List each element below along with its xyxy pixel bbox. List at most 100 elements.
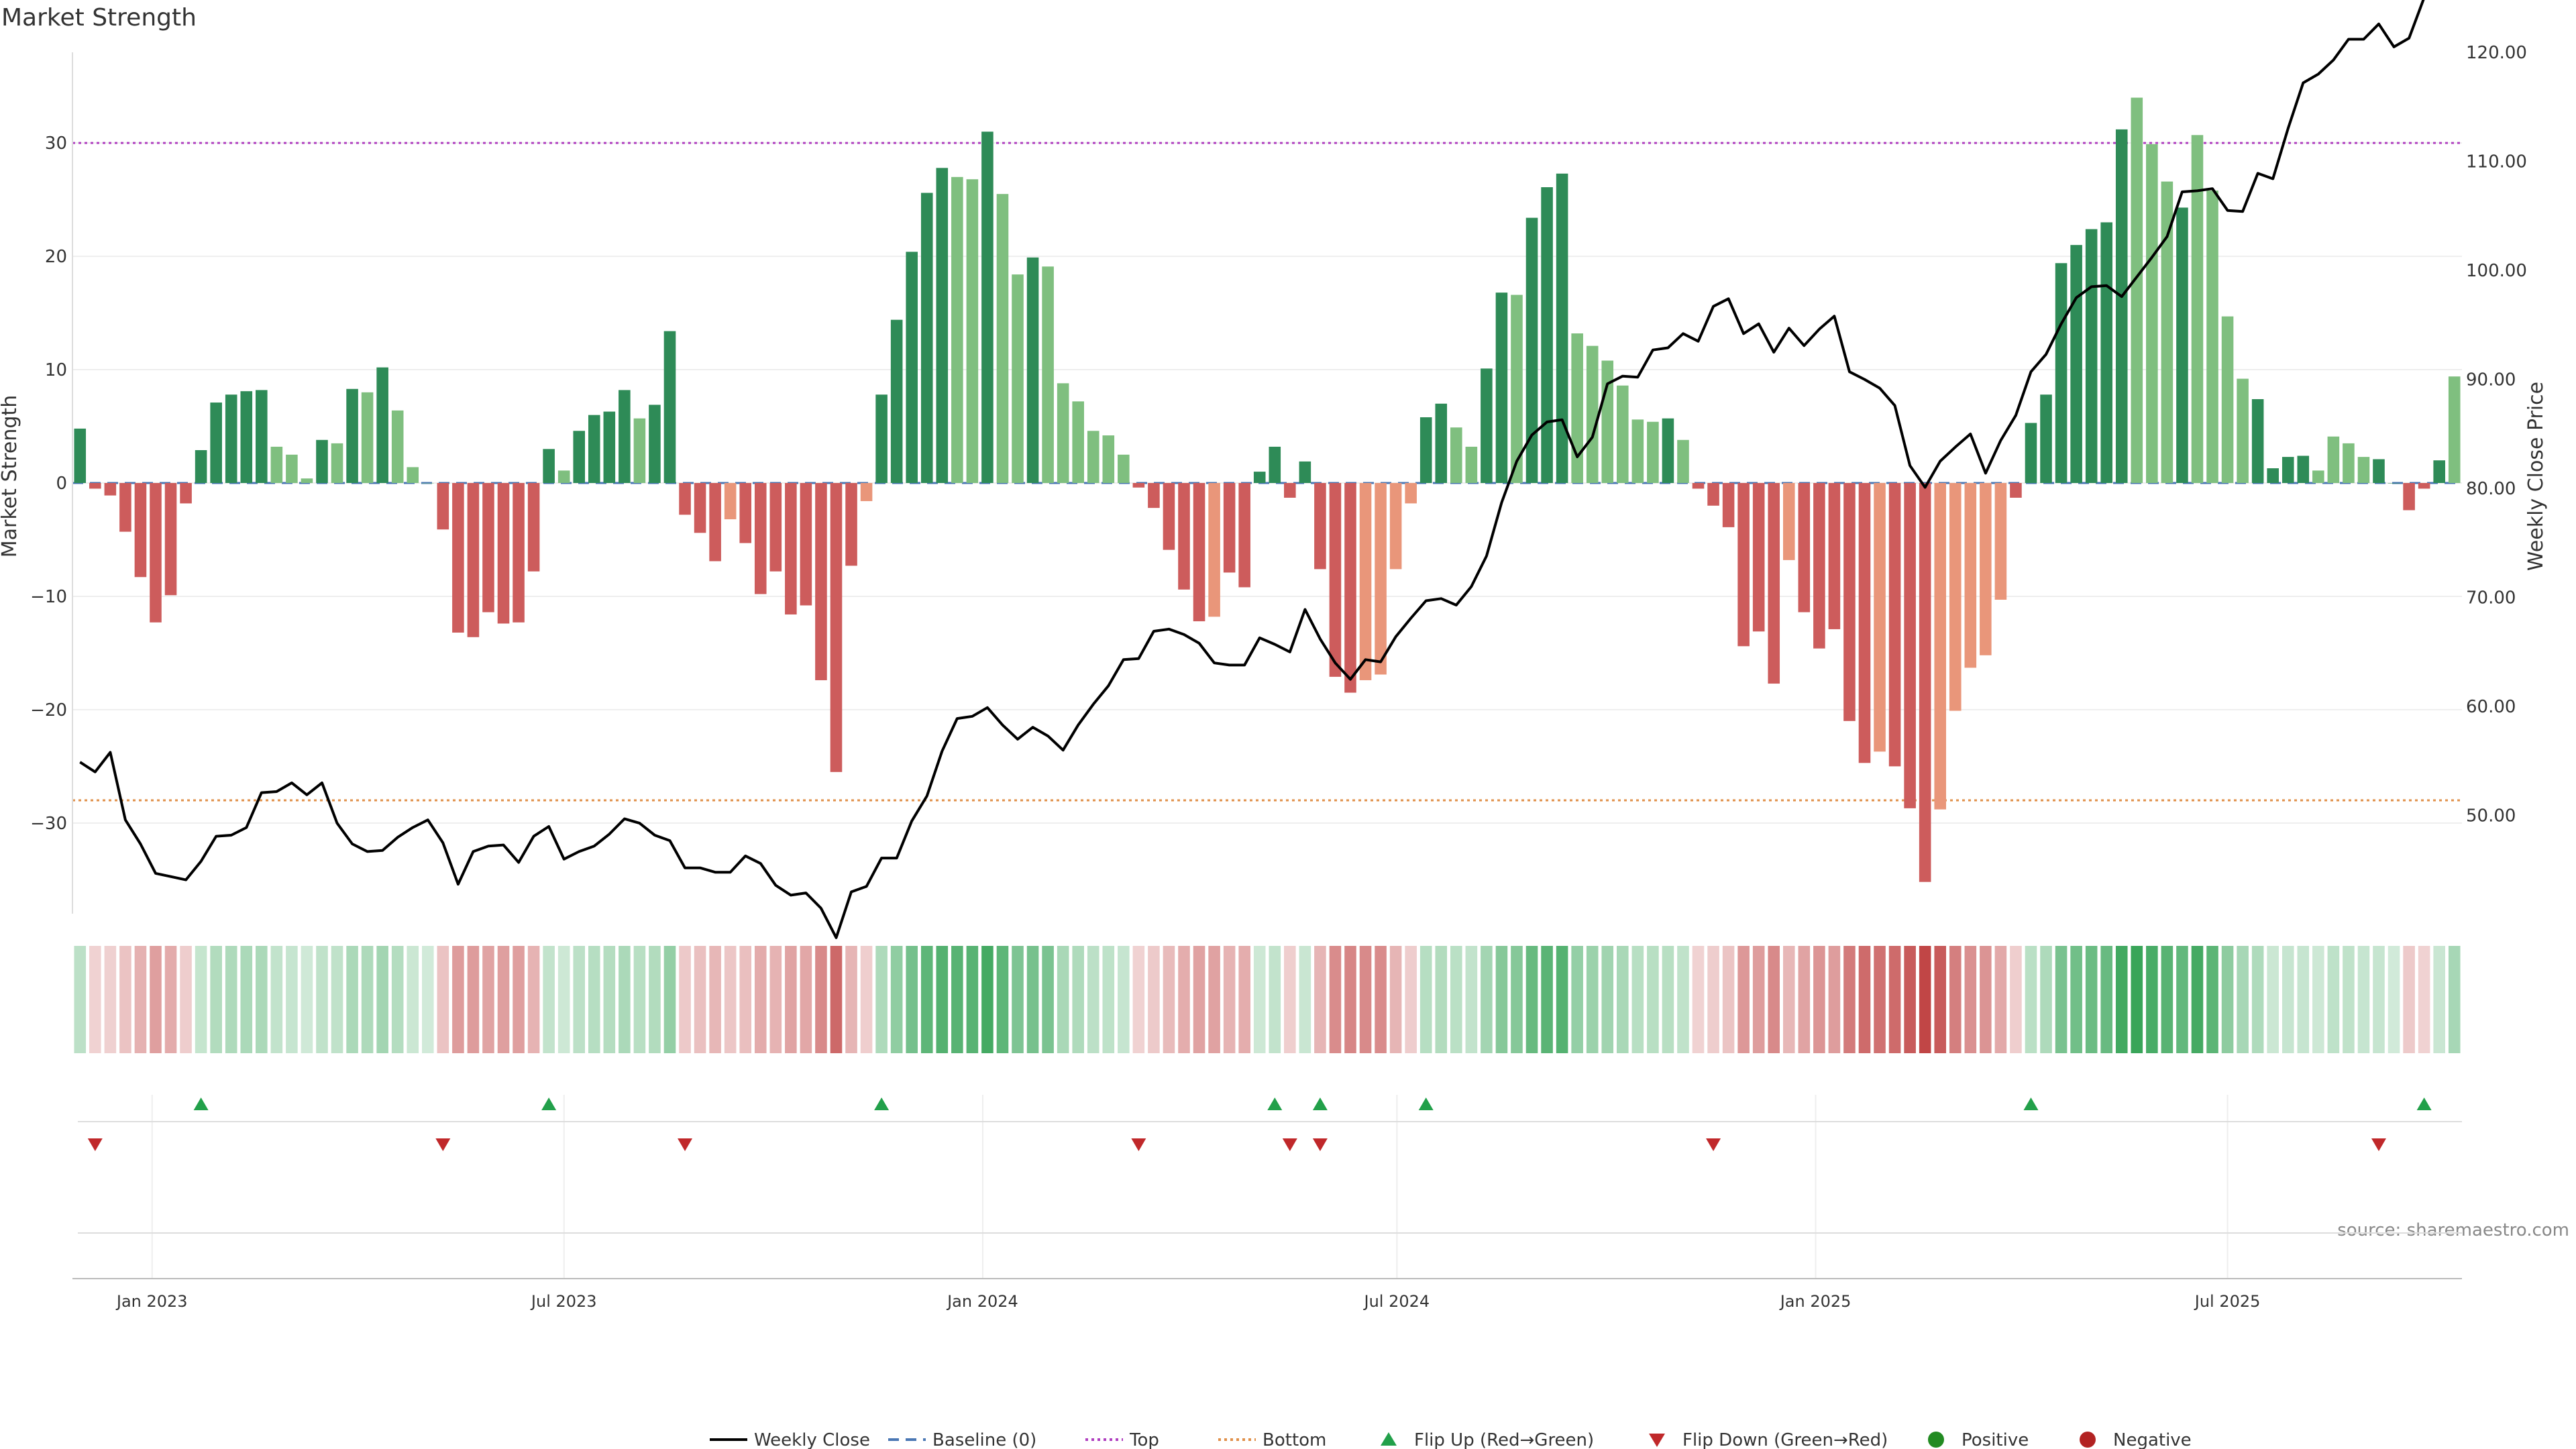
strength-bar [2010, 483, 2022, 498]
heat-cell [1813, 946, 1825, 1053]
strength-bar [513, 483, 525, 623]
strength-bar [1631, 419, 1644, 483]
strength-bar [2131, 97, 2143, 483]
heat-cell [513, 946, 525, 1053]
strength-bar [663, 331, 676, 483]
heat-cell [1208, 946, 1220, 1053]
strength-bar [1057, 383, 1069, 483]
y-left-tick-label: 30 [45, 133, 67, 154]
strength-bar [2297, 455, 2310, 483]
strength-bar [2387, 483, 2400, 484]
strength-bar [150, 483, 162, 623]
strength-bar [1662, 418, 1674, 483]
strength-bar [2251, 398, 2264, 483]
strength-bar [1359, 483, 1372, 680]
heat-cell [1904, 946, 1916, 1053]
strength-bar [2206, 191, 2218, 483]
strength-bar [1813, 483, 1825, 649]
strength-bar [2146, 144, 2158, 484]
heat-cell [906, 946, 918, 1053]
heat-cell [482, 946, 494, 1053]
heat-cell [1647, 946, 1659, 1053]
y-left-tick-label: −20 [30, 700, 67, 720]
y-left-tick-label: 20 [45, 247, 67, 267]
heat-cell [346, 946, 358, 1053]
strength-bar [1269, 446, 1281, 483]
strength-bar [376, 367, 388, 483]
strength-bar [694, 483, 706, 533]
strength-bar [2040, 394, 2052, 483]
y-left-tick-label: −30 [30, 814, 67, 834]
strength-bar [1768, 483, 1780, 684]
strength-bar [1525, 217, 1538, 483]
strength-bar [800, 483, 812, 606]
y-axis-left: 30 20 10 0 −10 −20 −30 [30, 52, 73, 914]
strength-bar [1102, 435, 1115, 483]
heat-cell [1949, 946, 1962, 1053]
flip-down-marker [435, 1138, 451, 1151]
heat-cell [256, 946, 268, 1053]
strength-bar [2115, 129, 2128, 483]
heat-cell [1375, 946, 1387, 1053]
legend-swatch-negative [2080, 1432, 2096, 1448]
heat-cell [860, 946, 873, 1053]
heat-cell [2387, 946, 2400, 1053]
y-axis-right-label: Weekly Close Price [2524, 382, 2548, 571]
strength-bar [1284, 483, 1296, 498]
strength-bar [1450, 427, 1462, 483]
heat-cell [890, 946, 903, 1053]
flip-up-marker [541, 1097, 557, 1110]
heat-cell [739, 946, 752, 1053]
strength-bar [815, 483, 827, 680]
heat-cell [1888, 946, 1901, 1053]
heat-cell [2161, 946, 2174, 1053]
heat-cell [603, 946, 616, 1053]
heat-cell [1405, 946, 1417, 1053]
heat-cell [421, 946, 434, 1053]
strength-bar [331, 443, 343, 483]
heat-cell [1299, 946, 1311, 1053]
heat-cell [2418, 946, 2430, 1053]
heat-cell [1511, 946, 1523, 1053]
legend-label: Top [1129, 1430, 1159, 1449]
heat-cell [376, 946, 388, 1053]
heat-cell [1571, 946, 1583, 1053]
heat-cell [225, 946, 237, 1053]
heat-cell [1722, 946, 1735, 1053]
legend-label: Flip Up (Red→Green) [1414, 1430, 1594, 1449]
strength-bar [1919, 483, 1931, 882]
y-right-tick-label: 100.00 [2466, 261, 2527, 281]
heat-cell [1677, 946, 1689, 1053]
heat-cell [2100, 946, 2113, 1053]
strength-bar [240, 391, 253, 483]
heat-cell [633, 946, 646, 1053]
strength-bar [421, 483, 434, 484]
heat-cell [2070, 946, 2082, 1053]
strength-bar [2373, 459, 2385, 483]
strength-bar [1677, 439, 1689, 483]
heat-cell [1874, 946, 1886, 1053]
strength-bar [195, 450, 207, 483]
legend-label: Baseline (0) [932, 1430, 1036, 1449]
strength-bar [437, 483, 449, 530]
strength-bar [119, 483, 131, 532]
strength-bar [164, 483, 177, 596]
strength-bar [270, 446, 283, 483]
heat-cell [1178, 946, 1190, 1053]
strength-bar [104, 483, 117, 496]
heat-cell [74, 946, 87, 1053]
heat-cell [2343, 946, 2355, 1053]
strength-bar [1072, 401, 1084, 483]
strength-bar [1752, 483, 1765, 632]
y-right-tick-label: 110.00 [2466, 152, 2527, 172]
strength-bar [1828, 483, 1841, 629]
heat-cell [195, 946, 207, 1053]
heat-cell [1163, 946, 1175, 1053]
heat-cell [180, 946, 192, 1053]
heat-cell [800, 946, 812, 1053]
heat-cell [361, 946, 374, 1053]
heat-cell [1737, 946, 1750, 1053]
strength-bar [1888, 483, 1901, 767]
heat-cell [286, 946, 298, 1053]
strength-bar [2237, 378, 2249, 483]
